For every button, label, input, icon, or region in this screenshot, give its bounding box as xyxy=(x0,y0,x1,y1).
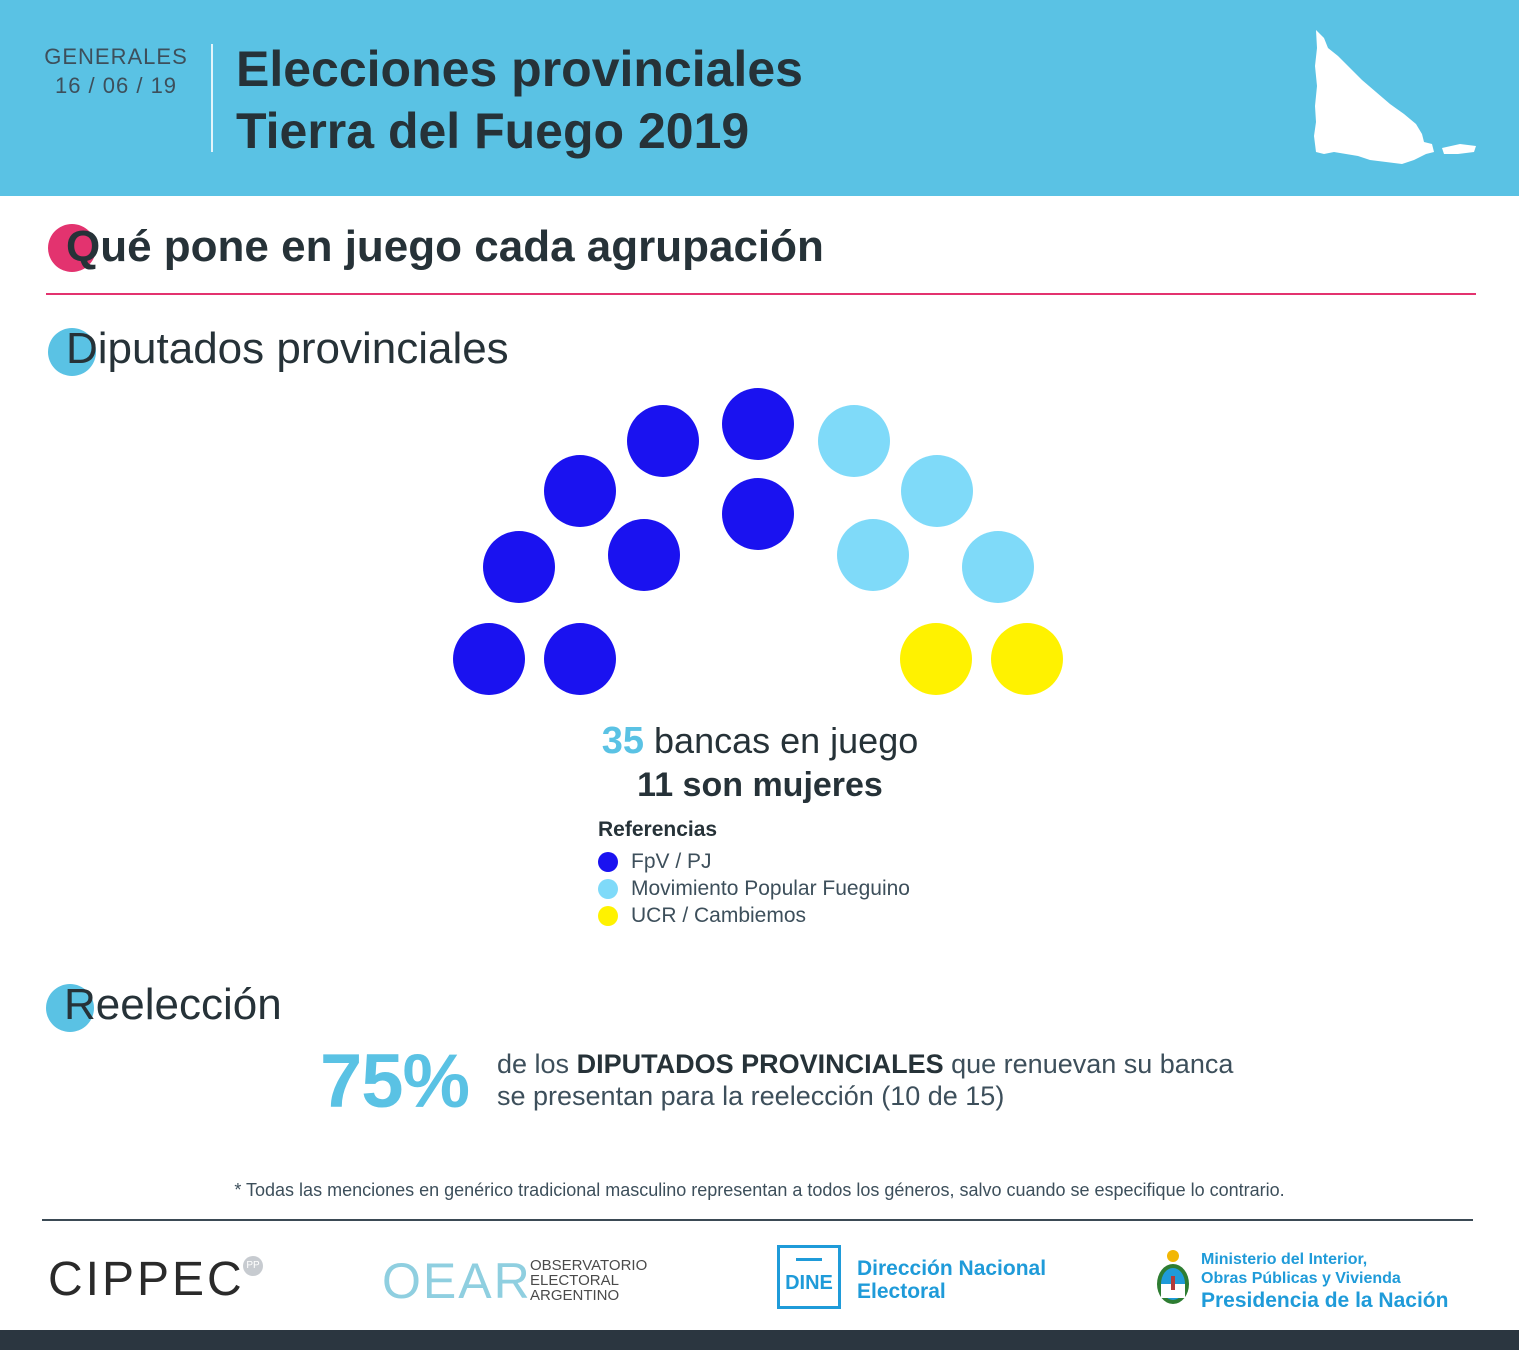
seat xyxy=(962,531,1034,603)
legend-item: Movimiento Popular Fueguino xyxy=(598,875,910,902)
seats-totals: 35 bancas en juego 11 son mujeres xyxy=(500,718,1020,806)
election-date: 16 / 06 / 19 xyxy=(54,73,178,98)
section-bullet-blue xyxy=(46,984,94,1032)
seats-total-label: bancas en juego xyxy=(654,720,919,761)
section-bullet-pink xyxy=(48,224,96,272)
national-coat-of-arms-icon xyxy=(1157,1250,1189,1304)
cippec-logo: CIPPEC xyxy=(48,1253,245,1306)
dine-logo: DINE xyxy=(777,1245,841,1309)
header-banner: GENERALES 16 / 06 / 19 Elecciones provin… xyxy=(0,0,1519,196)
seat xyxy=(900,623,972,695)
oear-logo-subtitle: OBSERVATORIO ELECTORAL ARGENTINO xyxy=(530,1257,648,1304)
seat xyxy=(627,405,699,477)
seat xyxy=(544,623,616,695)
women-count: 11 son mujeres xyxy=(637,766,883,804)
reelection-percent: 75% xyxy=(320,1039,470,1124)
election-kicker: GENERALES xyxy=(44,44,188,69)
seat xyxy=(453,623,525,695)
reelection-description: de los DIPUTADOS PROVINCIALES que renuev… xyxy=(497,1049,1234,1111)
legend-swatch xyxy=(598,905,618,926)
bottom-bar xyxy=(0,1330,1519,1350)
cippec-logo-badge: PP xyxy=(243,1256,263,1276)
section-title-main: Qué pone en juego cada agrupación xyxy=(48,222,824,272)
seat xyxy=(544,455,616,527)
footnote: * Todas las menciones en genérico tradic… xyxy=(234,1180,1285,1200)
oear-logo: OEAR xyxy=(382,1253,532,1309)
seats-total-number: 35 xyxy=(601,720,645,762)
seat xyxy=(483,531,555,603)
page-title-line2: Tierra del Fuego 2019 xyxy=(236,103,750,159)
seat xyxy=(722,388,794,460)
tierra-del-fuego-map-icon xyxy=(1314,30,1476,164)
reelection-highlight: DIPUTADOS PROVINCIALES xyxy=(576,1049,944,1079)
section-title-diputados: Diputados provinciales xyxy=(48,324,509,376)
section-title-reeleccion: Reelección xyxy=(46,980,282,1032)
section-bullet-blue xyxy=(48,328,96,376)
seat xyxy=(722,478,794,550)
legend-swatch xyxy=(598,878,618,899)
legend-title: Referencias xyxy=(598,818,718,841)
footer-divider xyxy=(42,1219,1473,1221)
section-divider xyxy=(46,293,1476,295)
page-title: Elecciones provinciales Tierra del Fuego… xyxy=(236,38,803,162)
seat xyxy=(837,519,909,591)
dine-name: Dirección Nacional Electoral xyxy=(857,1257,1047,1303)
seat xyxy=(991,623,1063,695)
ministerio-name: Ministerio del Interior, Obras Públicas … xyxy=(1201,1251,1449,1312)
header-divider xyxy=(211,44,213,152)
legend-swatch xyxy=(598,851,618,872)
election-date-block: GENERALES 16 / 06 / 19 xyxy=(44,42,188,100)
legend-label: Movimiento Popular Fueguino xyxy=(631,876,910,900)
legend-item: UCR / Cambiemos xyxy=(598,902,910,929)
page-title-line1: Elecciones provinciales xyxy=(236,41,803,97)
legend-label: FpV / PJ xyxy=(631,849,712,873)
seat xyxy=(818,405,890,477)
legend: Referencias FpV / PJ Movimiento Popular … xyxy=(598,818,910,929)
legend-label: UCR / Cambiemos xyxy=(631,903,807,927)
legend-item: FpV / PJ xyxy=(598,848,910,875)
seat xyxy=(608,519,680,591)
seat xyxy=(901,455,973,527)
